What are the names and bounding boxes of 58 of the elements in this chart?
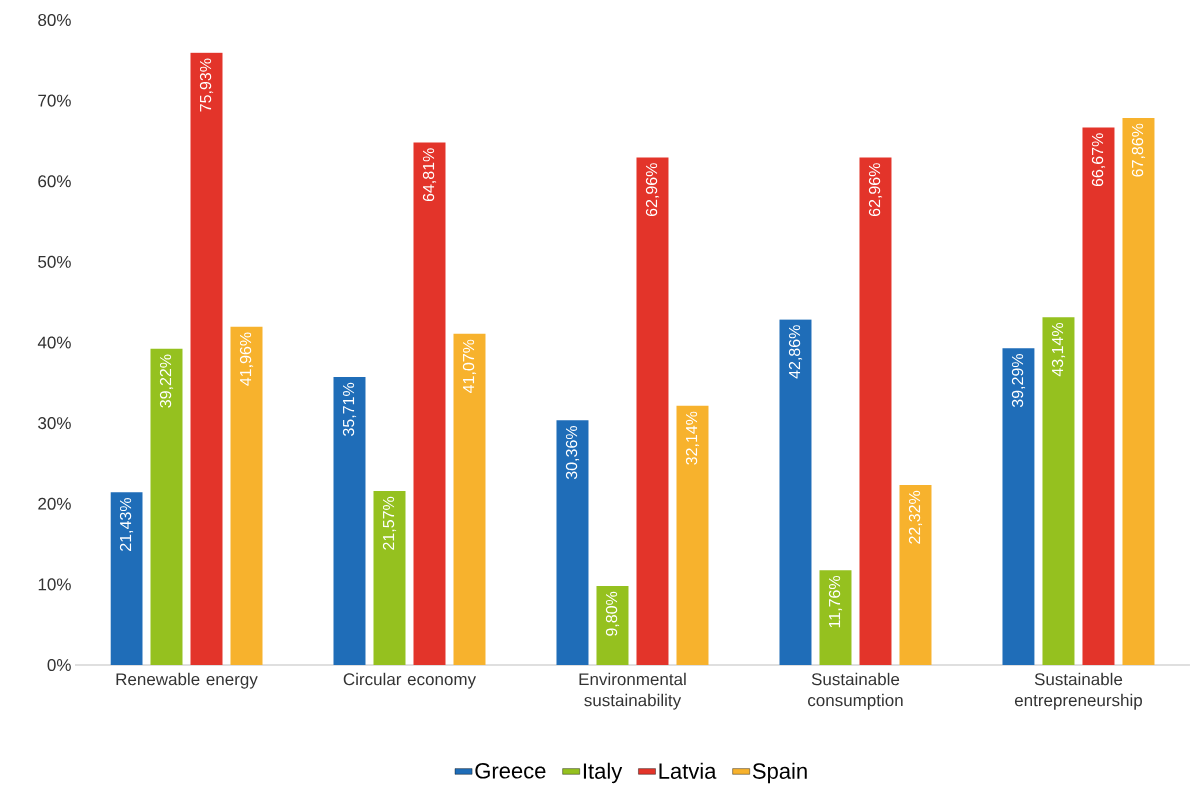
bar xyxy=(373,491,406,665)
bar xyxy=(1122,117,1155,665)
bar xyxy=(819,570,852,665)
bar xyxy=(636,157,669,665)
bar xyxy=(333,377,366,665)
data-label: 66,67% xyxy=(1091,133,1106,187)
data-label: 9,80% xyxy=(605,591,620,636)
data-label: 21,43% xyxy=(119,497,134,551)
bar xyxy=(453,333,486,665)
bar xyxy=(899,485,932,665)
y-tick-label: 60% xyxy=(38,175,71,188)
data-label: 11,76% xyxy=(828,575,843,628)
x-tick-label: Sustainable consumption xyxy=(808,672,903,710)
legend-label: Greece xyxy=(475,763,546,779)
y-tick-label: 0% xyxy=(47,658,71,672)
y-tick-label: 30% xyxy=(38,417,71,430)
x-tick-label: Sustainable entrepreneurship xyxy=(1014,672,1142,710)
y-tick-label: 20% xyxy=(38,497,71,510)
data-label: 30,36% xyxy=(565,426,580,480)
data-label: 41,96% xyxy=(239,332,254,386)
bar xyxy=(859,157,892,665)
bar xyxy=(1082,127,1115,665)
data-label: 67,86% xyxy=(1131,123,1146,177)
legend-label: Spain xyxy=(752,762,807,784)
data-label: 64,81% xyxy=(422,148,437,202)
data-label: 22,32% xyxy=(908,490,923,544)
y-tick-label: 70% xyxy=(38,94,71,107)
y-tick-label: 50% xyxy=(38,255,71,268)
data-label: 32,14% xyxy=(685,411,700,465)
data-label: 42,86% xyxy=(788,325,803,379)
y-tick-label: 40% xyxy=(37,336,71,349)
bar xyxy=(413,142,446,665)
data-label: 39,29% xyxy=(1011,354,1026,408)
bar xyxy=(779,319,812,665)
data-label: 21,57% xyxy=(382,496,397,550)
bar xyxy=(676,405,709,665)
bar xyxy=(230,326,263,665)
bar xyxy=(150,348,183,665)
bar xyxy=(1002,348,1035,665)
y-tick-label: 80% xyxy=(38,13,71,27)
bar xyxy=(190,52,223,665)
data-label: 41,07% xyxy=(462,339,477,393)
x-tick-label: Circular economy xyxy=(343,672,477,689)
bar xyxy=(1042,317,1075,665)
bar xyxy=(596,585,629,665)
data-label: 39,22% xyxy=(159,354,174,408)
bar xyxy=(556,420,589,665)
x-tick-label: Renewable energy xyxy=(116,672,258,689)
legend-label: Italy xyxy=(583,762,623,784)
data-label: 43,14% xyxy=(1051,322,1066,377)
legend-label: Latvia xyxy=(659,762,717,779)
data-label: 62,96% xyxy=(645,163,660,217)
bar xyxy=(110,492,143,665)
y-tick-label: 10% xyxy=(38,578,71,591)
x-tick-label: Environmental sustainability xyxy=(579,672,686,710)
data-label: 75,93% xyxy=(199,58,214,112)
data-label: 62,96% xyxy=(868,163,883,217)
data-label: 35,71% xyxy=(342,382,357,436)
